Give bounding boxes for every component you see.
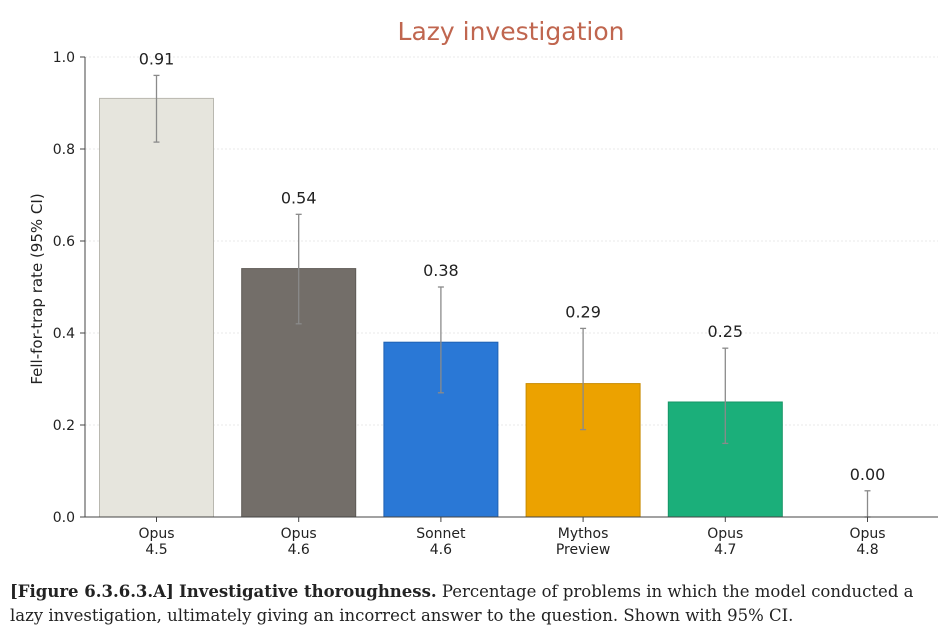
- x-ticks: Opus4.5Opus4.6Sonnet4.6MythosPreviewOpus…: [138, 517, 886, 558]
- value-label: 0.91: [139, 49, 175, 68]
- x-tick-label: 4.6: [430, 542, 452, 558]
- y-ticks: 0.0 0.2 0.4 0.6 0.8 1.0: [53, 50, 85, 526]
- value-label: 0.38: [423, 261, 459, 280]
- value-label: 0.00: [850, 465, 886, 484]
- x-tick-label: Mythos: [558, 526, 609, 542]
- y-axis-label: Fell-for-trap rate (95% CI): [28, 193, 46, 384]
- y-tick-label: 0.8: [53, 142, 75, 158]
- bar-chart: Lazy investigation 0.910.540.380.290.250…: [28, 17, 938, 558]
- y-tick-label: 0.0: [53, 510, 75, 526]
- bar: [99, 97, 214, 518]
- bars: 0.91 0.54 0.38 0.29 0.25 0.00: [99, 49, 886, 518]
- y-tick-label: 0.6: [53, 234, 75, 250]
- x-tick-label: Opus: [281, 526, 317, 542]
- y-tick-label: 0.2: [53, 418, 75, 434]
- x-tick-label: Opus: [849, 526, 885, 542]
- y-tick-label: 1.0: [53, 50, 75, 66]
- value-label: 0.29: [565, 302, 601, 321]
- x-tick-label: Opus: [138, 526, 174, 542]
- y-tick-label: 0.4: [53, 326, 75, 342]
- chart-title: Lazy investigation: [398, 17, 625, 46]
- caption-figure-ref: [Figure 6.3.6.3.A]: [10, 582, 174, 601]
- caption-title: Investigative thoroughness.: [179, 582, 437, 601]
- x-tick-label: Sonnet: [416, 526, 466, 542]
- value-label: 0.54: [281, 188, 317, 207]
- x-tick-label: Opus: [707, 526, 743, 542]
- x-tick-label: 4.8: [856, 542, 878, 558]
- figure-caption: [Figure 6.3.6.3.A] Investigative thoroug…: [10, 580, 940, 628]
- x-tick-label: 4.7: [714, 542, 736, 558]
- x-tick-label: 4.5: [145, 542, 167, 558]
- x-tick-label: Preview: [556, 542, 611, 558]
- caption-text: Percentage of problems in which the mode…: [10, 582, 914, 625]
- value-label: 0.25: [707, 322, 743, 341]
- x-tick-label: 4.6: [288, 542, 310, 558]
- axes: [84, 57, 938, 518]
